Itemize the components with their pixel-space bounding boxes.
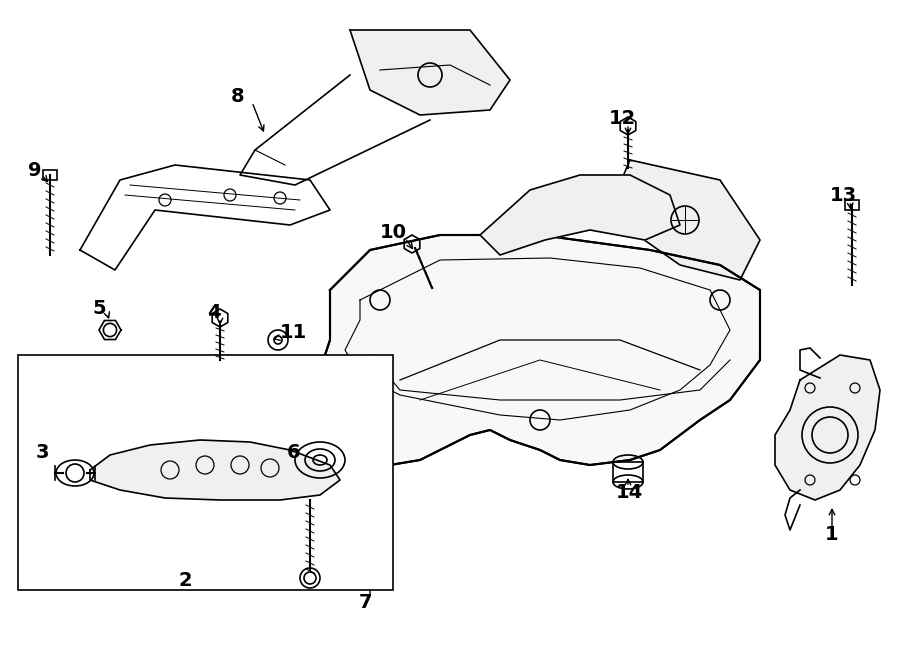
Text: 7: 7 bbox=[358, 592, 372, 612]
Text: 13: 13 bbox=[830, 185, 857, 205]
Bar bbox=[43, 170, 57, 180]
Text: 1: 1 bbox=[825, 526, 839, 545]
Bar bbox=[845, 200, 859, 210]
Text: 9: 9 bbox=[28, 160, 41, 179]
Text: 12: 12 bbox=[608, 109, 635, 128]
Polygon shape bbox=[320, 235, 760, 465]
Polygon shape bbox=[350, 30, 510, 115]
Polygon shape bbox=[775, 355, 880, 500]
Text: 10: 10 bbox=[380, 222, 407, 242]
Polygon shape bbox=[480, 175, 680, 255]
Text: 5: 5 bbox=[92, 299, 106, 318]
Text: 2: 2 bbox=[178, 571, 192, 589]
Text: 14: 14 bbox=[616, 483, 643, 502]
Text: 11: 11 bbox=[279, 322, 307, 342]
Text: 3: 3 bbox=[35, 442, 49, 461]
Text: 6: 6 bbox=[287, 442, 301, 461]
Text: 4: 4 bbox=[207, 303, 220, 322]
Polygon shape bbox=[90, 440, 340, 500]
Bar bbox=[613, 462, 643, 482]
Text: 8: 8 bbox=[231, 87, 245, 105]
Polygon shape bbox=[615, 160, 760, 280]
Bar bbox=[18, 355, 393, 590]
